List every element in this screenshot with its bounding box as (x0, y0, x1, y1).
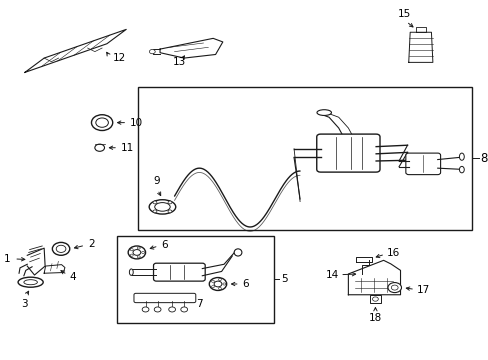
Circle shape (168, 201, 172, 204)
Circle shape (95, 144, 104, 151)
Text: 10: 10 (130, 118, 143, 128)
Circle shape (181, 307, 187, 312)
Circle shape (209, 278, 226, 291)
Text: 14: 14 (325, 270, 338, 280)
Text: 18: 18 (368, 314, 381, 323)
Text: 6: 6 (242, 279, 248, 289)
Circle shape (137, 247, 140, 249)
Circle shape (372, 297, 378, 301)
FancyBboxPatch shape (153, 263, 205, 281)
Text: 2: 2 (88, 239, 95, 249)
Ellipse shape (149, 200, 175, 214)
Text: 12: 12 (113, 53, 126, 63)
Circle shape (130, 254, 133, 256)
Circle shape (142, 251, 144, 253)
FancyBboxPatch shape (316, 134, 379, 172)
FancyBboxPatch shape (405, 153, 440, 175)
Circle shape (211, 280, 214, 282)
Circle shape (130, 249, 133, 251)
Polygon shape (408, 32, 432, 62)
FancyBboxPatch shape (134, 293, 195, 303)
Polygon shape (160, 39, 223, 58)
Bar (138, 87, 470, 230)
Circle shape (96, 118, 108, 127)
Circle shape (52, 242, 70, 255)
Text: 11: 11 (121, 143, 134, 153)
Circle shape (223, 283, 225, 285)
Text: 1: 1 (4, 254, 10, 264)
Text: 17: 17 (416, 285, 429, 295)
Ellipse shape (18, 277, 43, 287)
Circle shape (390, 285, 397, 290)
Text: 13: 13 (172, 57, 185, 67)
Polygon shape (44, 265, 65, 273)
Circle shape (387, 283, 401, 293)
Text: 8: 8 (479, 152, 487, 165)
Circle shape (142, 307, 149, 312)
Circle shape (214, 281, 222, 287)
Text: 7: 7 (195, 299, 202, 309)
Circle shape (91, 115, 113, 131)
Circle shape (137, 256, 140, 258)
Polygon shape (347, 260, 400, 295)
Circle shape (218, 279, 221, 281)
Circle shape (133, 249, 141, 255)
Ellipse shape (459, 166, 463, 173)
Text: 5: 5 (280, 274, 287, 284)
Circle shape (128, 246, 145, 259)
Text: 15: 15 (397, 9, 411, 19)
Polygon shape (27, 248, 45, 275)
Circle shape (149, 49, 155, 54)
Polygon shape (25, 30, 126, 72)
Ellipse shape (234, 249, 242, 256)
Ellipse shape (316, 110, 331, 116)
Ellipse shape (129, 269, 133, 275)
Text: 4: 4 (70, 272, 76, 282)
Text: 6: 6 (161, 239, 167, 249)
Circle shape (211, 286, 214, 288)
Circle shape (218, 287, 221, 289)
Circle shape (154, 307, 161, 312)
Circle shape (168, 307, 175, 312)
Ellipse shape (154, 203, 170, 211)
Bar (369, 295, 380, 303)
Text: 9: 9 (153, 176, 160, 186)
Bar (116, 235, 273, 323)
Circle shape (168, 210, 172, 213)
Text: 16: 16 (386, 248, 400, 258)
Text: 3: 3 (21, 299, 28, 309)
Ellipse shape (24, 280, 37, 285)
Circle shape (153, 210, 157, 213)
Circle shape (153, 201, 157, 204)
Circle shape (56, 245, 66, 252)
Ellipse shape (459, 153, 463, 160)
